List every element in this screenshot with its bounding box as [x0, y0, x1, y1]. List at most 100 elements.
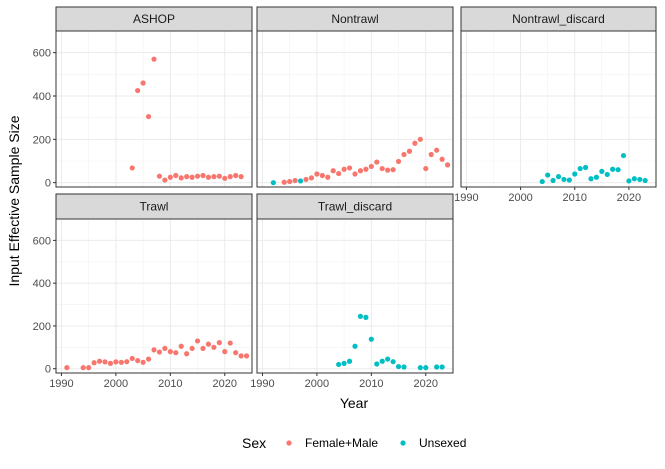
point-ashop-female-male [211, 174, 217, 180]
point-trawl-female-male [205, 341, 212, 347]
point-nontrawl-female-male [319, 172, 325, 179]
point-ashop-female-male [194, 173, 201, 179]
x-tick-label: 1990 [454, 192, 478, 204]
point-trawl-female-male [102, 359, 108, 365]
point-trawl-female-male [156, 349, 163, 355]
point-nontrawl-female-male [341, 166, 347, 172]
point-trawl-female-male [222, 349, 228, 355]
point-nontrawl-discard-unsexed [631, 176, 637, 182]
point-nontrawl-female-male [330, 168, 336, 174]
point-nontrawl-female-male [385, 167, 391, 173]
point-trawl-female-male [107, 360, 114, 366]
point-nontrawl-female-male [357, 168, 364, 174]
point-trawl-female-male [151, 347, 157, 353]
x-tick-label: 1990 [49, 378, 73, 390]
point-trawl-discard-unsexed [352, 343, 358, 349]
point-trawl-female-male [96, 358, 103, 364]
point-trawl-female-male [243, 353, 250, 359]
point-ashop-female-male [140, 80, 146, 86]
point-nontrawl-discard-unsexed [588, 176, 594, 182]
point-trawl-female-male [194, 338, 201, 344]
point-nontrawl-female-male [368, 163, 374, 170]
point-nontrawl-female-male [374, 159, 380, 165]
point-trawl-female-male [91, 360, 97, 366]
point-trawl-female-male [118, 359, 124, 365]
x-tick-label: 2000 [508, 192, 532, 204]
plot-background [257, 219, 453, 373]
point-nontrawl-discard-unsexed [599, 168, 605, 174]
point-nontrawl-female-male [406, 148, 413, 154]
point-trawl-female-male [64, 365, 70, 371]
point-trawl-female-male [80, 365, 86, 371]
point-trawl-female-male [178, 343, 184, 349]
legend-title: Sex [242, 435, 266, 451]
strip-trawl [55, 193, 253, 220]
point-nontrawl-discard-unsexed [566, 177, 572, 183]
point-nontrawl-unsexed [270, 180, 276, 186]
point-nontrawl-female-male [439, 156, 445, 162]
point-nontrawl-female-male [444, 162, 451, 168]
point-trawl-discard-unsexed [385, 356, 391, 362]
point-nontrawl-female-male [325, 174, 331, 180]
point-ashop-female-male [184, 174, 190, 180]
point-nontrawl-discard-unsexed [555, 174, 562, 180]
point-trawl-female-male [129, 355, 135, 362]
point-trawl-female-male [124, 359, 130, 365]
point-trawl-female-male [135, 357, 141, 364]
point-ashop-female-male [233, 172, 239, 179]
y-tick-label: 400 [33, 91, 51, 103]
plot-background [56, 31, 252, 187]
point-nontrawl-discard-unsexed [550, 177, 556, 184]
point-nontrawl-discard-unsexed [561, 176, 567, 183]
point-nontrawl-discard-unsexed [572, 171, 578, 177]
point-ashop-female-male [162, 177, 168, 183]
plot-background [461, 31, 656, 187]
point-nontrawl-female-male [434, 147, 440, 153]
point-trawl-female-male [167, 349, 173, 355]
x-tick-label: 1990 [250, 378, 274, 390]
point-nontrawl-female-male [423, 165, 429, 172]
point-trawl-female-male [140, 359, 146, 365]
point-trawl-discard-unsexed [363, 314, 369, 320]
strip-label-ashop: ASHOP [133, 12, 175, 26]
point-nontrawl-female-male [390, 167, 396, 173]
legend: Sex Female+Male Unsexed [242, 435, 466, 451]
strip-label-nontrawl-discard: Nontrawl_discard [512, 12, 605, 26]
point-ashop-female-male [129, 165, 135, 171]
point-trawl-discard-unsexed [368, 336, 374, 342]
panel-trawl-discard: Trawl_discard 1990 2000 2010 2020 [250, 193, 454, 390]
x-tick-label: 2010 [563, 192, 587, 204]
point-ashop-female-male [173, 172, 179, 179]
panel-border [256, 218, 454, 374]
panels: ASHOP 0 200 400 600 Nontrawl Nontrawl_discard 1… [33, 6, 657, 390]
point-trawl-female-male [238, 353, 244, 359]
strip-trawl-discard [256, 193, 454, 220]
point-nontrawl-female-male [428, 151, 434, 158]
point-trawl-female-male [86, 365, 92, 371]
x-tick-label: 2020 [414, 378, 438, 390]
x-tick-label: 2020 [617, 192, 641, 204]
point-nontrawl-discard-unsexed [577, 165, 583, 172]
point-trawl-female-male [200, 345, 206, 352]
point-nontrawl-female-male [314, 171, 320, 177]
point-nontrawl-female-male [303, 176, 309, 183]
x-axis-title: Year [340, 395, 369, 411]
panel-border [256, 30, 454, 188]
legend-key-unsexed [400, 440, 406, 446]
point-trawl-discard-unsexed [417, 365, 423, 371]
point-trawl-discard-unsexed [434, 364, 440, 370]
x-tick-label: 2020 [213, 378, 237, 390]
point-trawl-discard-unsexed [374, 361, 380, 367]
point-nontrawl-female-male [281, 179, 287, 185]
panel-trawl: Trawl 0 200 400 600 1990 2000 2010 2020 [33, 193, 253, 390]
point-trawl-female-male [233, 350, 239, 356]
point-trawl-discard-unsexed [357, 313, 364, 319]
point-nontrawl-discard-unsexed [615, 167, 621, 173]
point-ashop-female-male [151, 56, 157, 62]
point-ashop-female-male [135, 87, 141, 94]
point-ashop-female-male [200, 172, 206, 179]
legend-label-female-male: Female+Male [305, 436, 378, 450]
point-ashop-female-male [189, 174, 195, 180]
point-nontrawl-female-male [401, 151, 407, 158]
